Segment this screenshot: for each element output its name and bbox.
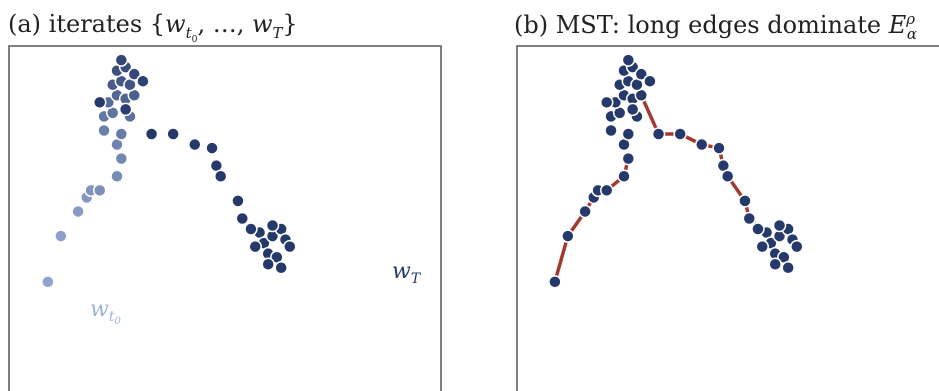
iterate-point-35 bbox=[235, 211, 250, 226]
mst-point-43 bbox=[790, 239, 804, 254]
mst-point-9 bbox=[604, 123, 618, 138]
panel-b-title: (b) MST: long edges dominate Eρα bbox=[514, 10, 917, 43]
mst-points bbox=[548, 53, 804, 289]
iterate-point-29 bbox=[166, 127, 180, 141]
iterate-point-45 bbox=[261, 257, 275, 271]
mst-point-6 bbox=[617, 169, 631, 183]
iterate-point-9 bbox=[97, 123, 111, 138]
mst-point-35 bbox=[742, 211, 757, 226]
mst-point-0 bbox=[548, 275, 562, 289]
mst-point-29 bbox=[673, 127, 687, 141]
mst-point-27 bbox=[599, 95, 614, 110]
iterate-point-47 bbox=[244, 222, 258, 236]
mst-point-47 bbox=[751, 222, 765, 236]
mst-point-33 bbox=[720, 169, 735, 183]
panel-a-frame bbox=[8, 45, 442, 391]
iterate-point-46 bbox=[274, 261, 288, 275]
mst-point-28 bbox=[651, 127, 666, 141]
iterate-point-24 bbox=[114, 53, 129, 67]
mst-point-26 bbox=[625, 102, 640, 117]
mst-point-34 bbox=[738, 194, 752, 208]
mst-point-25 bbox=[643, 74, 657, 88]
long-edge-6 bbox=[639, 93, 661, 136]
iterate-point-25 bbox=[136, 74, 150, 88]
iterate-point-10 bbox=[114, 127, 129, 141]
panel-a-title: (a) iterates {wt0, …, wT} bbox=[8, 10, 298, 45]
iterate-point-33 bbox=[213, 169, 228, 183]
iterate-points bbox=[41, 53, 297, 289]
long-edge-0 bbox=[553, 234, 570, 284]
mst-point-5 bbox=[599, 183, 614, 198]
iterate-point-48 bbox=[265, 218, 280, 233]
mst-edges bbox=[553, 93, 769, 284]
mst-point-48 bbox=[772, 218, 787, 233]
iterate-point-5 bbox=[92, 183, 107, 198]
iterate-point-31 bbox=[205, 141, 219, 155]
iterate-point-0 bbox=[41, 275, 55, 289]
iterate-point-27 bbox=[92, 95, 107, 110]
start-iterate-label: wt0 bbox=[90, 297, 121, 327]
mst-point-45 bbox=[768, 257, 782, 271]
iterate-point-30 bbox=[188, 137, 202, 152]
mst-point-46 bbox=[781, 261, 795, 275]
iterate-point-1 bbox=[54, 229, 68, 243]
mst-point-7 bbox=[621, 151, 636, 166]
end-iterate-label: wT bbox=[392, 259, 422, 287]
iterate-point-6 bbox=[110, 169, 124, 183]
mst-point-44 bbox=[755, 239, 769, 254]
mst-point-23 bbox=[634, 67, 649, 81]
iterate-point-43 bbox=[283, 239, 297, 254]
panel-b-frame bbox=[516, 45, 939, 391]
mst-point-2 bbox=[578, 204, 592, 219]
iterate-point-7 bbox=[114, 151, 129, 166]
mst-point-10 bbox=[621, 127, 636, 141]
mst-point-1 bbox=[561, 229, 575, 243]
iterate-point-2 bbox=[71, 204, 85, 219]
iterate-point-34 bbox=[231, 194, 245, 208]
iterate-point-23 bbox=[127, 67, 142, 81]
iterate-point-28 bbox=[144, 127, 159, 141]
mst-point-30 bbox=[695, 137, 709, 152]
mst-point-31 bbox=[712, 141, 726, 155]
iterate-point-26 bbox=[118, 102, 133, 117]
iterate-point-44 bbox=[248, 239, 262, 254]
mst-point-24 bbox=[621, 53, 636, 67]
